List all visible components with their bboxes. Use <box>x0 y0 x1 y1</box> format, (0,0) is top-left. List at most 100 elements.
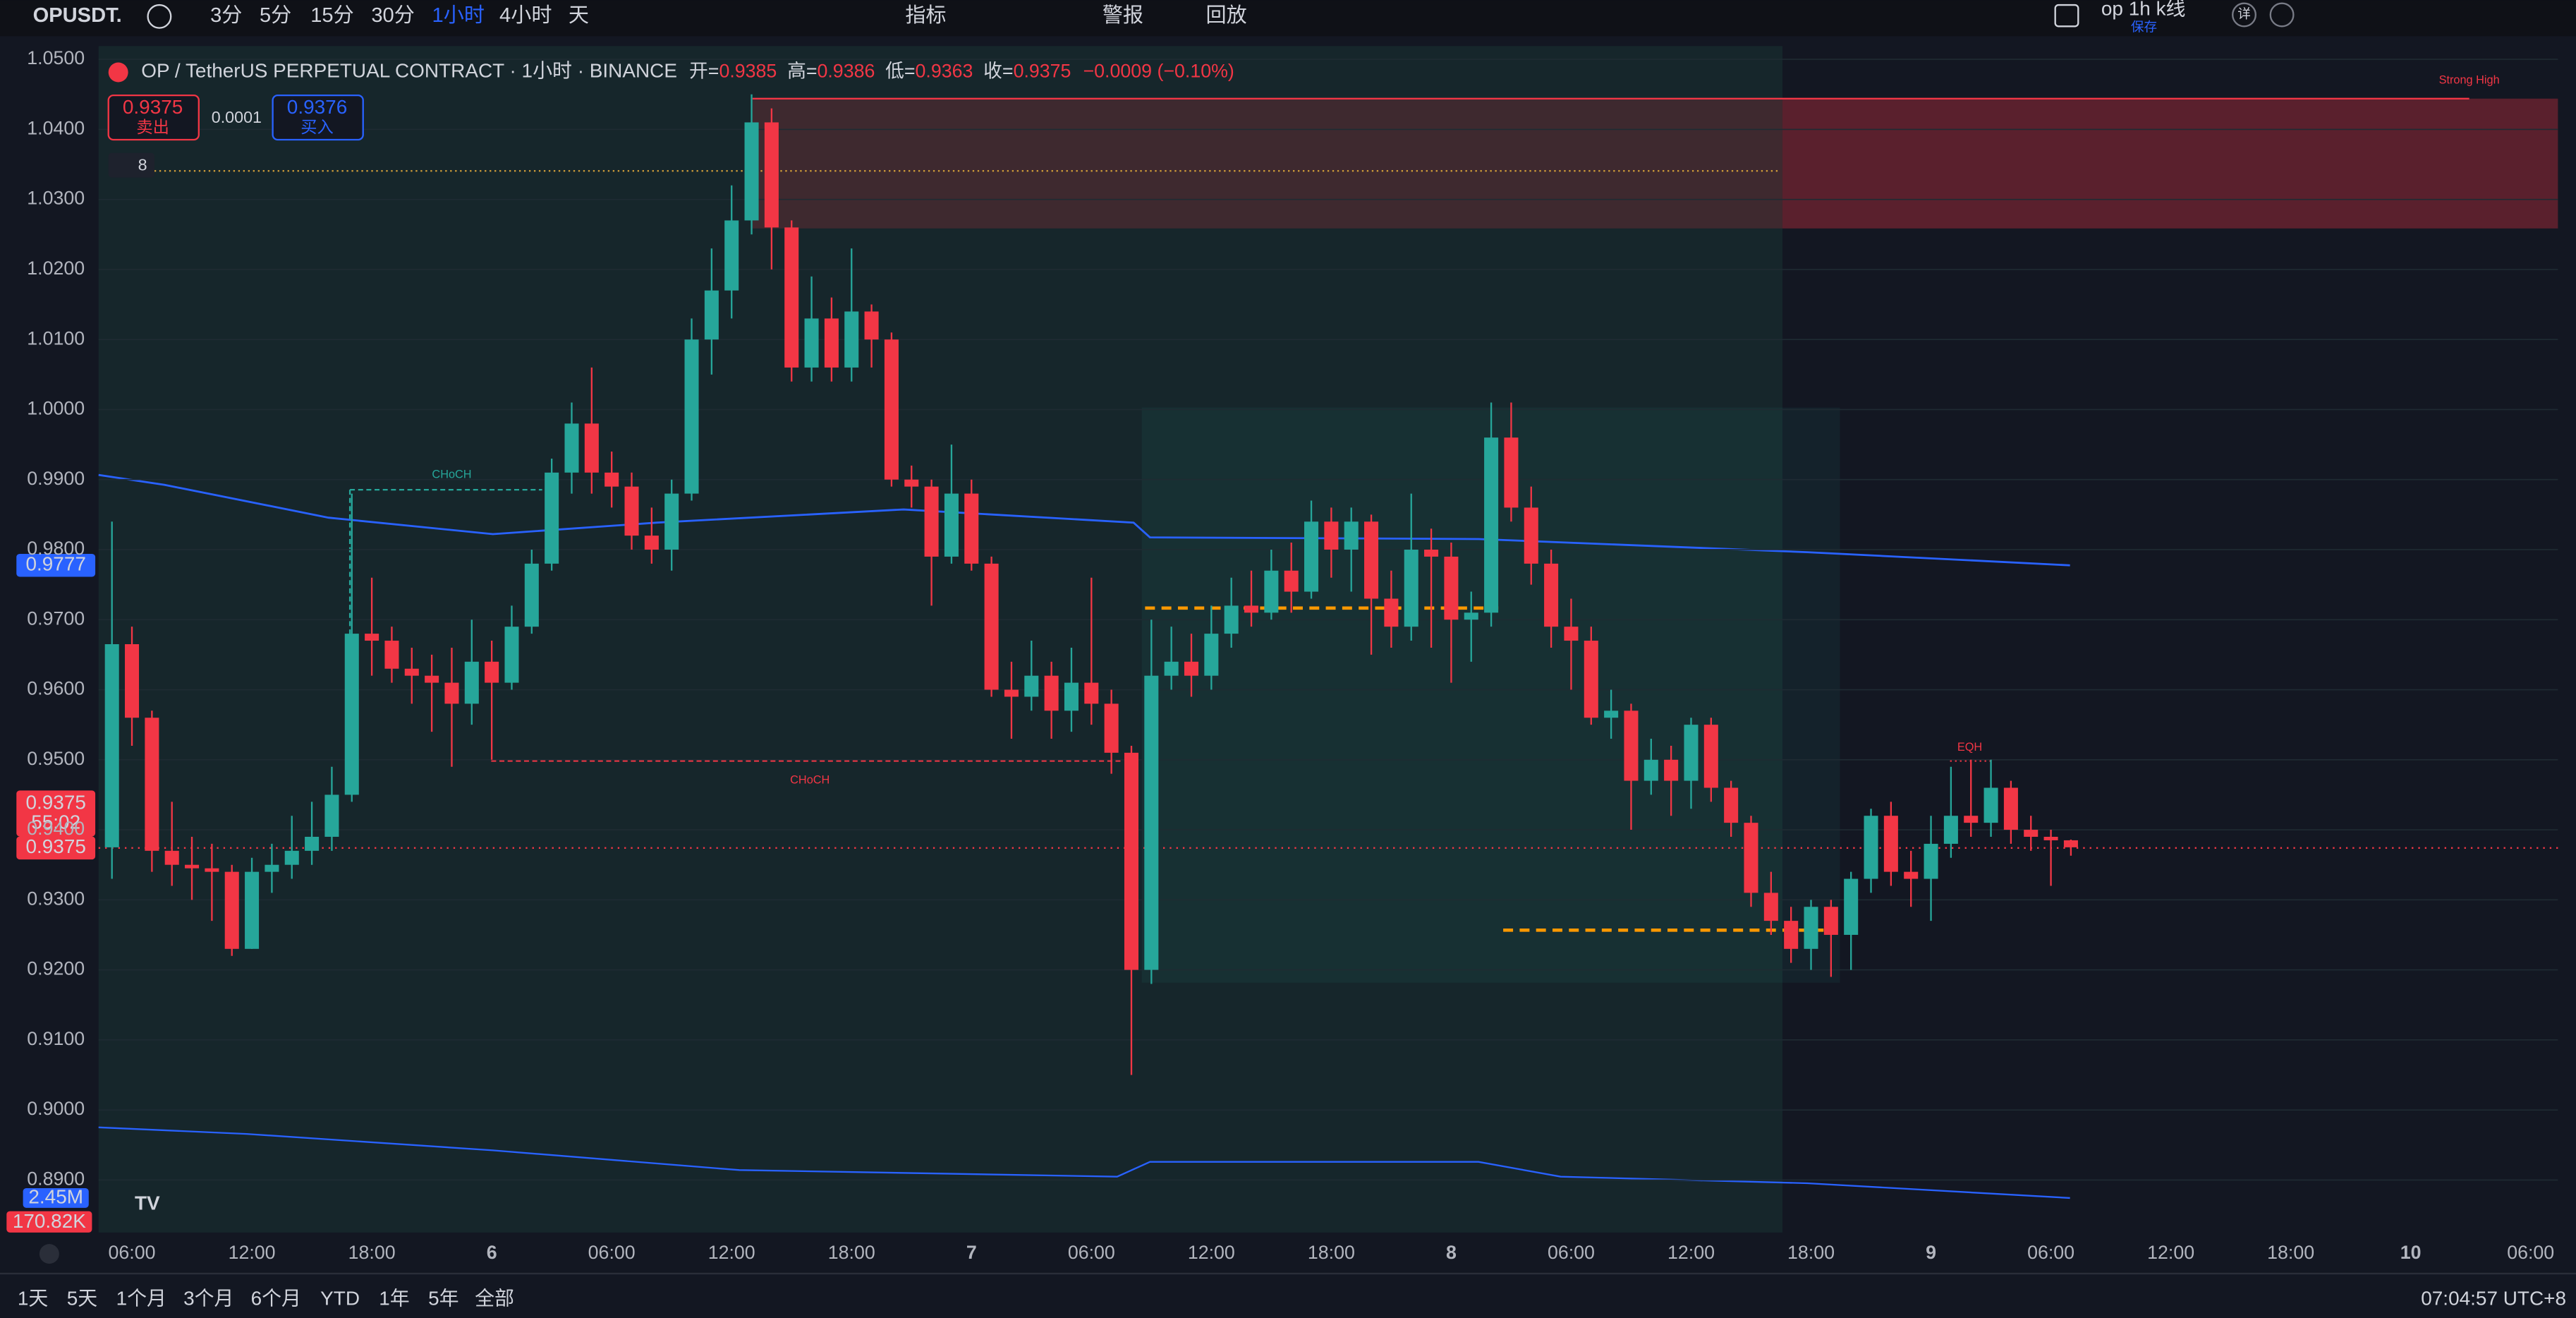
candle-body <box>1384 598 1399 627</box>
buy-button[interactable] <box>272 94 364 141</box>
candle-body <box>1823 907 1838 935</box>
candle-body <box>744 122 759 221</box>
candle-body <box>1504 437 1519 508</box>
sell-label[interactable]: 卖出 <box>136 118 169 136</box>
x-tick-label: 06:00 <box>109 1242 156 1263</box>
open-label: 开= <box>689 61 719 82</box>
interval[interactable]: 15分 <box>310 4 354 27</box>
buy-label[interactable]: 买入 <box>300 118 334 136</box>
candle-body <box>1044 675 1059 711</box>
sell-price[interactable]: 0.9375 <box>123 96 183 118</box>
candle-body <box>1924 843 1938 879</box>
range-button[interactable]: 全部 <box>475 1288 514 1310</box>
y-tick-label: 1.0000 <box>27 398 85 419</box>
interval[interactable]: 4小时 <box>499 4 552 27</box>
candle-body <box>104 643 119 847</box>
zoom-icon[interactable] <box>39 1244 59 1264</box>
annotation: Strong High <box>2439 73 2500 86</box>
price-box <box>16 836 96 860</box>
candle-body <box>1084 682 1099 704</box>
candle-body <box>545 472 559 564</box>
indicator-toggle[interactable] <box>108 152 154 178</box>
range-button[interactable]: 1天 <box>18 1288 48 1310</box>
range-button[interactable]: 1年 <box>379 1288 409 1310</box>
range-button[interactable]: 6个月 <box>251 1288 301 1310</box>
y-tick-label: 1.0300 <box>27 188 85 209</box>
save[interactable]: 保存 <box>2131 20 2157 35</box>
volume-box <box>23 1187 89 1208</box>
interval[interactable]: 3分 <box>210 4 242 27</box>
interval-active[interactable]: 1小时 <box>432 4 485 27</box>
candle-body <box>1404 549 1418 627</box>
candle-body <box>784 227 799 368</box>
candle-body <box>1744 823 1758 893</box>
candle-body <box>1064 682 1079 711</box>
y-tick-label: 0.9900 <box>27 468 85 489</box>
candle-body <box>1864 816 1878 879</box>
detail[interactable]: 详 <box>2237 6 2251 21</box>
buy-price[interactable]: 0.9376 <box>287 96 347 118</box>
candle-body <box>1224 605 1239 634</box>
y-tick-label: 0.9300 <box>27 888 85 909</box>
layout-name[interactable]: op 1h k线 <box>2101 0 2186 19</box>
candle-body <box>644 536 659 550</box>
replay[interactable]: 回放 <box>1206 4 1247 27</box>
candle-body <box>1184 661 1199 676</box>
detail-button[interactable] <box>2232 2 2256 28</box>
candle-body <box>1164 661 1179 676</box>
candle-body <box>1364 521 1379 599</box>
candle-body <box>1604 711 1619 718</box>
candle-body <box>1484 437 1499 613</box>
interval[interactable]: 5分 <box>260 4 291 27</box>
candle-body <box>1724 787 1739 823</box>
candle-body <box>425 675 439 683</box>
range-button[interactable]: 3个月 <box>183 1288 233 1310</box>
candle-body <box>564 423 579 473</box>
candle-body <box>1264 570 1279 613</box>
interval[interactable]: 天 <box>569 4 589 27</box>
add-symbol[interactable] <box>147 4 172 29</box>
candle-body <box>524 563 539 627</box>
candle-body <box>444 682 459 704</box>
alert[interactable]: 警报 <box>1102 4 1143 27</box>
range-button[interactable]: YTD <box>320 1288 360 1310</box>
candle-body <box>1584 641 1598 718</box>
ma-label-box <box>16 553 96 577</box>
symbol[interactable]: OPUSDT. <box>33 4 122 27</box>
x-tick-label: 12:00 <box>708 1242 755 1263</box>
indicators[interactable]: 指标 <box>905 4 946 27</box>
candle-body <box>1004 689 1019 697</box>
x-tick-label: 6 <box>487 1242 497 1263</box>
candle-body <box>1784 921 1799 949</box>
candle-body <box>1524 507 1538 564</box>
candle-body <box>984 563 999 690</box>
range-button[interactable]: 5天 <box>67 1288 97 1310</box>
x-tick-label: 06:00 <box>1548 1242 1595 1263</box>
checkbox[interactable] <box>2054 4 2079 28</box>
candle-body <box>1964 816 1979 823</box>
sell-button[interactable] <box>107 94 200 141</box>
countdown: 55:02 <box>31 811 80 833</box>
candle-body <box>844 311 859 368</box>
range-button[interactable]: 5年 <box>428 1288 458 1310</box>
candle-body <box>1684 725 1699 781</box>
open-value: 0.9385 <box>719 61 777 82</box>
button[interactable] <box>2269 2 2295 28</box>
low-value: 0.9363 <box>916 61 973 82</box>
indicator-count[interactable]: 8 <box>138 155 147 174</box>
candle-body <box>1804 907 1818 949</box>
range-button[interactable]: 1个月 <box>116 1288 166 1310</box>
candle-body <box>1883 816 1898 872</box>
x-tick-label: 12:00 <box>229 1242 276 1263</box>
x-tick-label: 06:00 <box>588 1242 636 1263</box>
candle-body <box>384 641 399 669</box>
candle-body <box>824 318 839 368</box>
close-value: 0.9375 <box>1014 61 1071 82</box>
supply-zone <box>752 98 1783 229</box>
x-tick-label: 12:00 <box>1667 1242 1715 1263</box>
x-tick-label: 18:00 <box>2267 1242 2314 1263</box>
spread: 0.0001 <box>212 108 262 126</box>
candle-body <box>485 661 499 683</box>
interval[interactable]: 30分 <box>371 4 415 27</box>
